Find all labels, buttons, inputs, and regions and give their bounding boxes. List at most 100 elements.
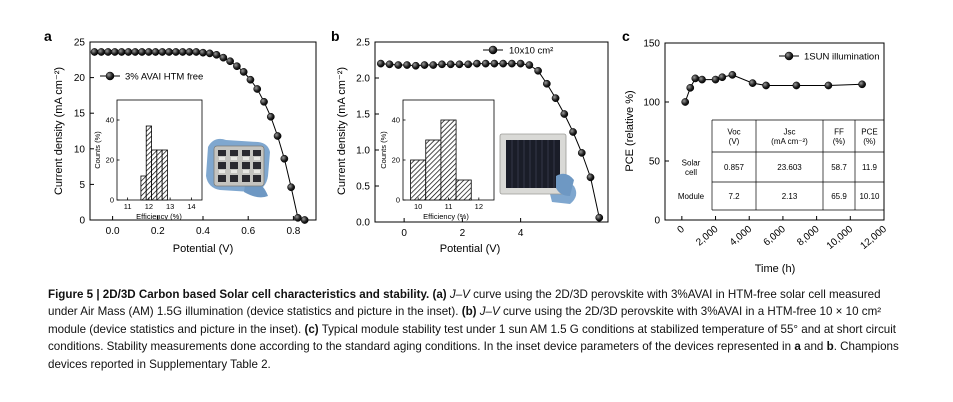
caption-part-b-text: curve using the 2D/3D perovskite with 3%…: [48, 305, 882, 336]
inset-y-tick-label-a: 0: [110, 196, 114, 205]
data-point-b: [560, 110, 569, 118]
figure-caption: Figure 5 | 2D/3D Carbon based Solar cell…: [48, 286, 908, 373]
data-point-a: [104, 48, 112, 56]
caption-part-b-label: (b): [461, 305, 477, 319]
y-tick-label-a: 15: [74, 109, 86, 120]
histogram-bar-a: [156, 149, 163, 201]
data-point-b: [385, 60, 394, 69]
x-tick-label-c: 0: [675, 224, 687, 236]
data-point-a: [266, 112, 275, 121]
data-point-a: [260, 97, 268, 106]
x-tick-label-c: 8,000: [795, 224, 822, 249]
data-point-a: [294, 214, 302, 222]
data-point-c: [728, 71, 737, 79]
y-tick-label-c: 150: [643, 39, 660, 50]
panel-a: 0.0 0.2 0.4 0.6 0.8 0 5 10 15 20 25 Current densit…: [53, 38, 317, 255]
inset-parameter-table: Voc (V) Jsc (mA cm⁻²) FF (%) PCE (%) Solar cell 0.…: [678, 119, 885, 211]
data-point-a: [138, 48, 146, 56]
data-point-a: [219, 53, 228, 62]
caption-part-c-label: (c): [304, 322, 319, 336]
data-point-a: [131, 48, 140, 56]
data-point-a: [158, 48, 167, 56]
panel-label-b: b: [331, 28, 340, 44]
legend-label-a: 3% AVAI HTM free: [125, 72, 203, 83]
data-point-b: [403, 61, 411, 69]
data-point-a: [212, 50, 221, 59]
data-point-b: [577, 149, 586, 157]
inset-y-tick-label-b: 0: [396, 196, 400, 205]
plot-frame-b: [374, 41, 609, 223]
data-point-b: [438, 60, 446, 69]
data-point-a: [97, 48, 106, 56]
data-point-b: [376, 59, 385, 68]
inset-x-tick-label-b: 10: [414, 202, 422, 211]
data-point-a: [233, 62, 241, 71]
caption-figure-label: Figure 5 | 2D/3D Carbon based Solar cell…: [48, 288, 430, 301]
x-tick-label-a: 0.0: [106, 226, 120, 237]
data-point-c: [792, 81, 801, 90]
data-point-b: [394, 61, 403, 69]
caption-part-a-italic: J–V: [449, 288, 470, 301]
data-point-b: [429, 61, 438, 69]
y-tick-label-a: 10: [74, 144, 86, 155]
data-point-b: [542, 79, 551, 88]
series-b: [376, 59, 604, 222]
data-point-a: [205, 49, 214, 58]
series-c: [681, 71, 866, 106]
y-axis-label-a: Current density (mA cm⁻²): [53, 67, 65, 195]
table-header-cell: FF (%): [833, 127, 846, 146]
data-point-b: [473, 59, 481, 68]
x-tick-label-b: 4: [518, 228, 524, 239]
data-point-b: [411, 61, 420, 70]
inset-y-tick-label-a: 20: [106, 156, 114, 165]
data-point-c: [686, 83, 695, 92]
y-tick-label-c: 100: [643, 98, 660, 109]
inset-y-tick-label-a: 40: [106, 116, 114, 125]
y-tick-label-b: 0.5: [356, 182, 370, 193]
y-tick-label-c: 0: [654, 216, 660, 227]
data-point-b: [551, 94, 560, 103]
data-point-a: [172, 48, 180, 56]
data-point-a: [253, 85, 262, 93]
data-point-b: [464, 60, 473, 69]
panel-c: 0 2,000 4,000 6,000 8,000 10,000 12,000 0 50 100 1…: [624, 39, 889, 276]
caption-part-c-text: Typical module stability test under 1 su…: [48, 322, 897, 354]
y-tick-label-b: 1.0: [356, 146, 370, 157]
x-tick-label-b: 2: [460, 228, 466, 239]
histogram-bar-b: [440, 119, 457, 201]
caption-ref-a: a: [794, 340, 801, 354]
data-point-a: [165, 48, 173, 56]
panel-b: 0 2 4 0.0 0.5 1.0 1.5 2.0 2.5 Current density (m…: [336, 38, 609, 255]
data-point-b: [490, 59, 499, 68]
y-axis-label-c: PCE (relative %): [624, 90, 636, 171]
inset-x-tick-label-a: 14: [187, 202, 195, 211]
inset-x-tick-label-a: 12: [145, 202, 153, 211]
x-tick-label-a: 0.8: [286, 226, 300, 237]
data-point-b: [508, 59, 516, 68]
data-point-a: [287, 183, 295, 192]
x-tick-label-c: 12,000: [858, 224, 889, 252]
data-point-c: [681, 98, 690, 106]
data-point-a: [199, 48, 207, 57]
data-point-b: [446, 60, 455, 69]
data-point-a: [90, 48, 99, 56]
data-point-a: [239, 68, 248, 76]
data-point-a: [226, 57, 234, 66]
table-row-label: Module: [678, 192, 705, 201]
inset-bars-a: 11 12 13 14 0 20 40: [106, 116, 196, 212]
data-point-a: [111, 48, 119, 56]
axes-b: 0 2 4 0.0 0.5 1.0 1.5 2.0 2.5: [356, 38, 524, 240]
x-axis-label-b: Potential (V): [440, 243, 501, 255]
inset-ylabel-b: Counts (%): [379, 131, 388, 169]
caption-and: and: [804, 340, 824, 354]
data-point-b: [525, 61, 534, 69]
inset-y-tick-label-b: 40: [392, 116, 400, 125]
inset-y-tick-label-b: 20: [392, 156, 400, 165]
data-point-a: [300, 216, 309, 224]
data-point-a: [124, 48, 133, 56]
histogram-bar-a: [145, 125, 152, 201]
histogram-bar-a: [140, 175, 147, 201]
legend-label-c: 1SUN illumination: [804, 52, 880, 63]
x-tick-label-c: 2,000: [694, 224, 721, 249]
